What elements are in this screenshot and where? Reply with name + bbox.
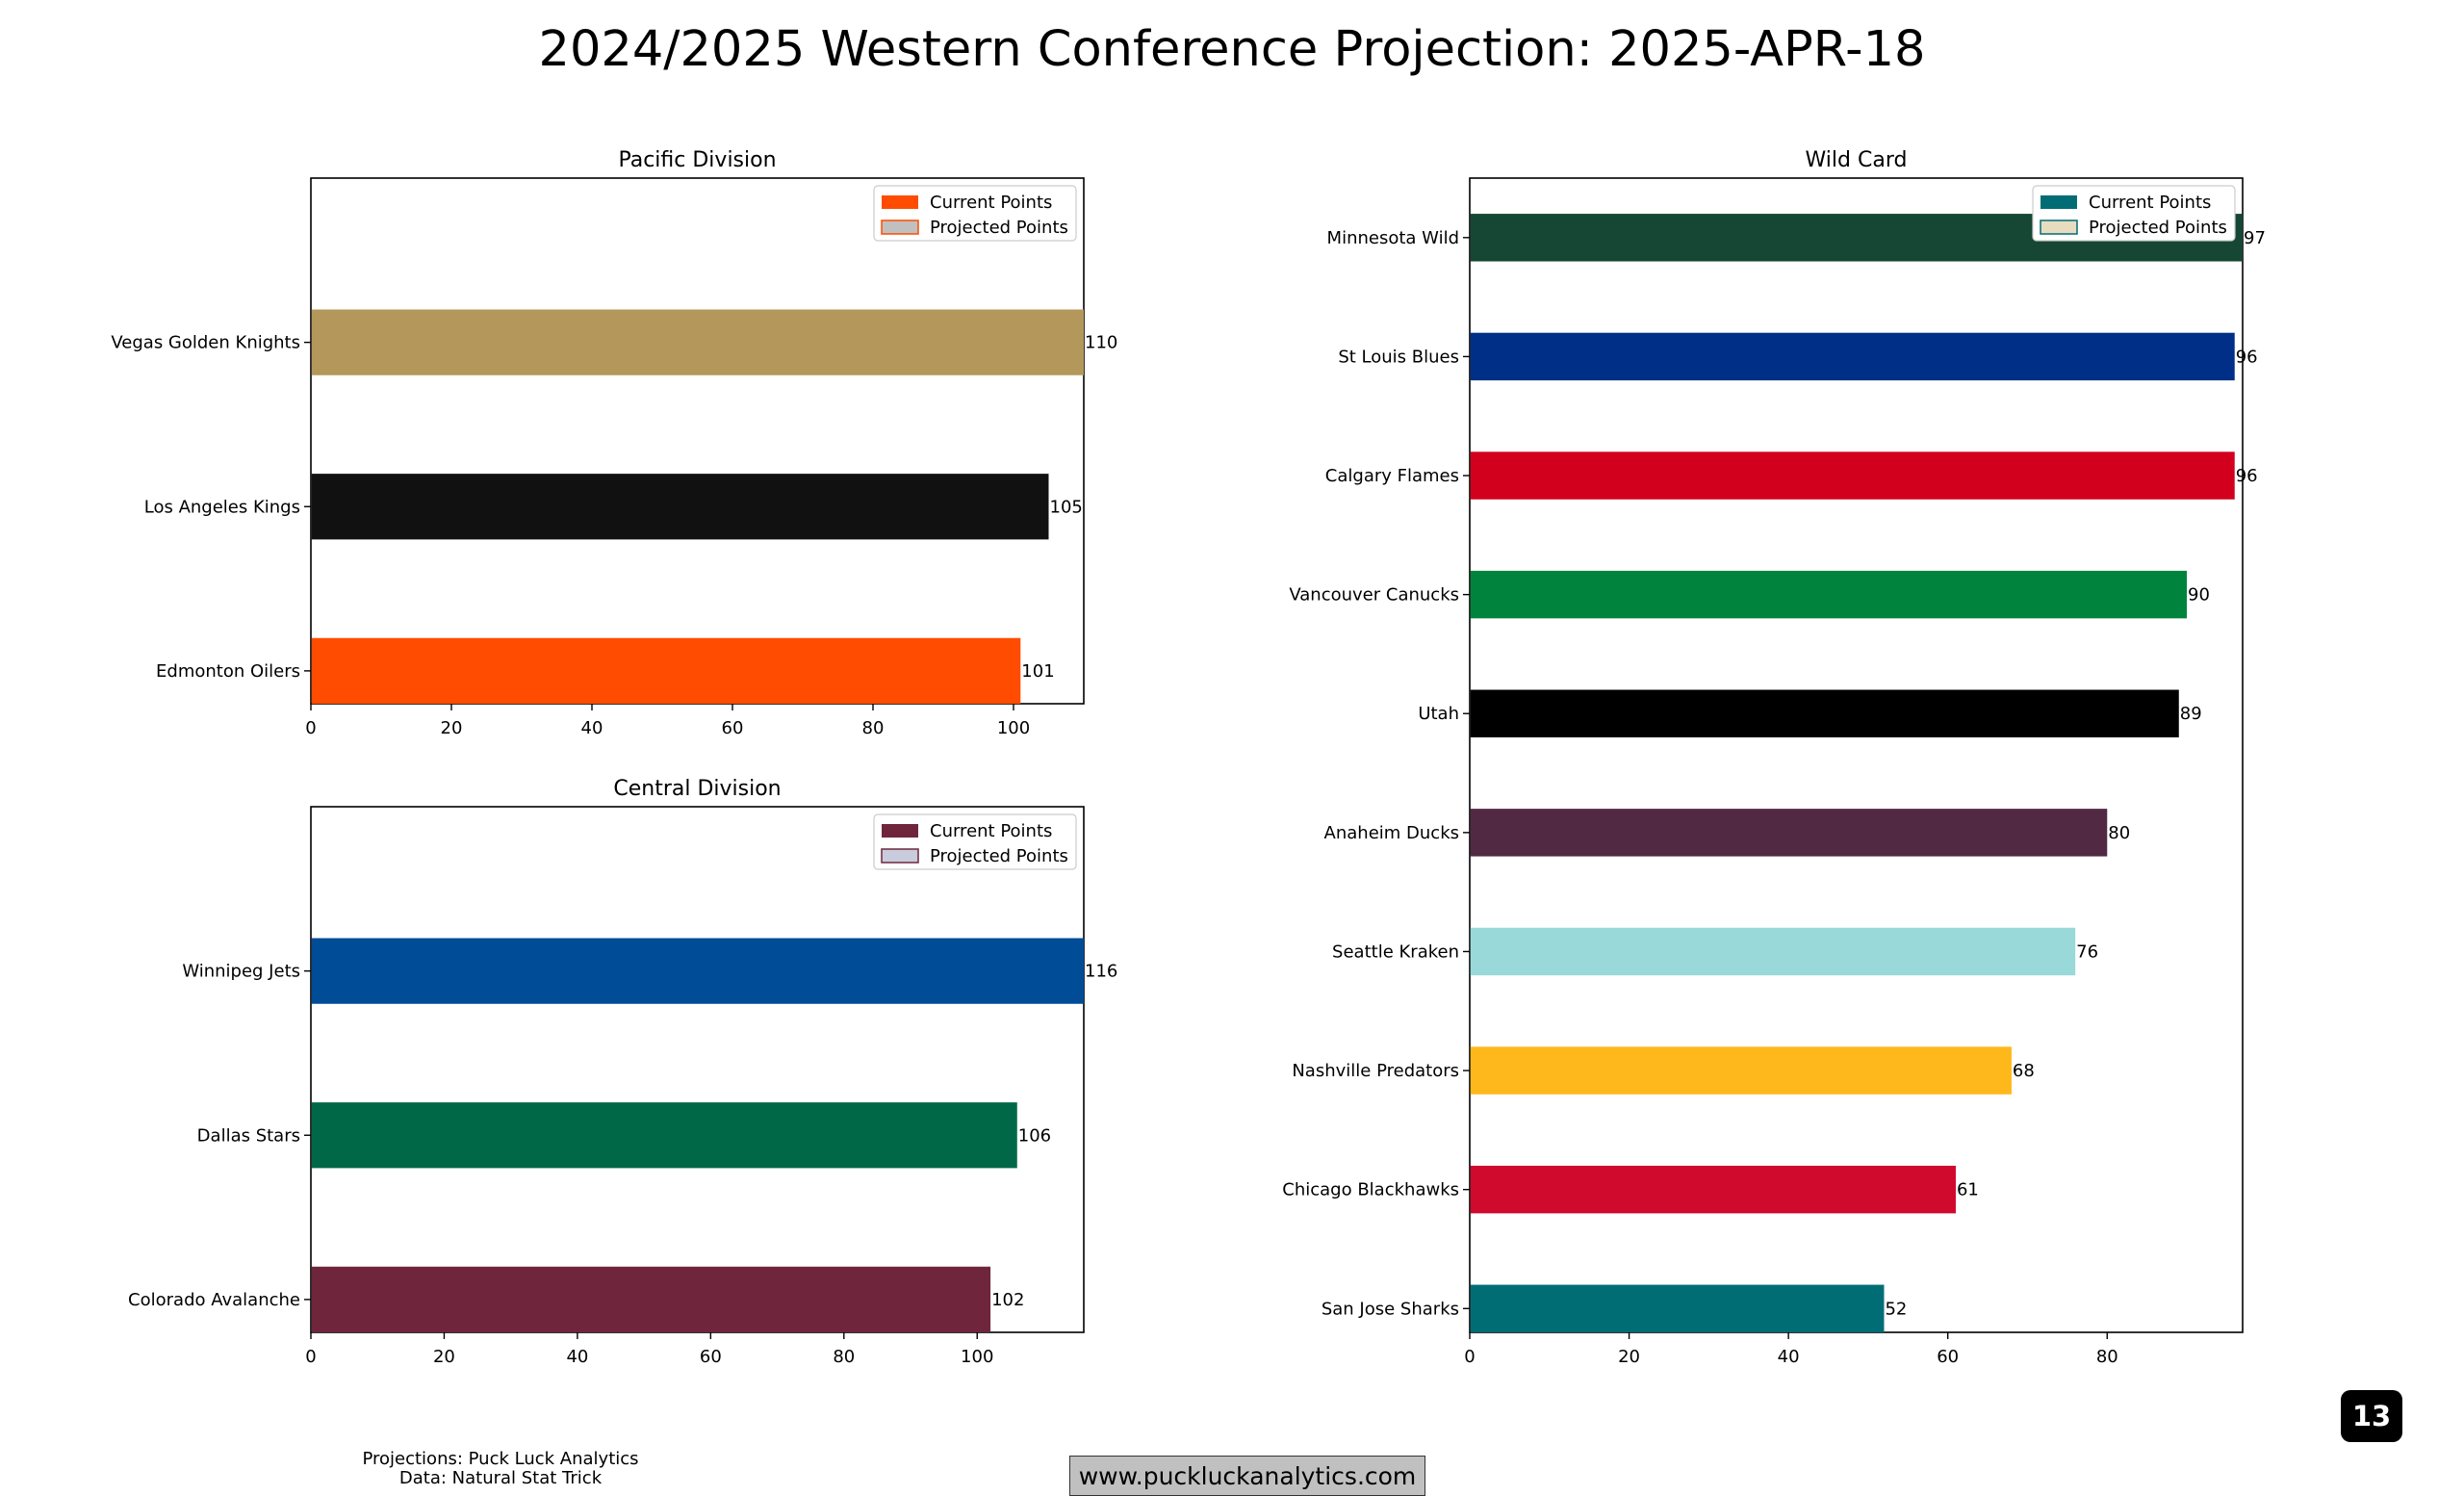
central-ytick-label: Colorado Avalanche bbox=[128, 1290, 300, 1310]
wildcard-ytick-label: Calgary Flames bbox=[1325, 466, 1459, 486]
wildcard-bar-utah bbox=[1470, 689, 2179, 737]
wildcard-data-label: 90 bbox=[2188, 585, 2210, 606]
central-legend-swatch-current bbox=[882, 824, 918, 838]
pacific-xtick-label: 80 bbox=[862, 718, 885, 738]
pacific-legend-label-current: Current Points bbox=[930, 193, 1052, 213]
wildcard-legend-box bbox=[2032, 185, 2236, 242]
wildcard-ytick-label: San Jose Sharks bbox=[1322, 1299, 1459, 1319]
central-legend-box bbox=[873, 813, 1077, 870]
pacific-data-label: 101 bbox=[1021, 661, 1054, 682]
central-data-label: 106 bbox=[1018, 1125, 1051, 1146]
central-data-label: 102 bbox=[991, 1290, 1024, 1310]
central-bar-colorado-avalanche bbox=[311, 1266, 991, 1332]
central-bar-winnipeg-jets bbox=[311, 938, 1084, 1004]
central-xtick-label: 40 bbox=[566, 1347, 588, 1367]
wildcard-legend-label-projected: Projected Points bbox=[2089, 218, 2227, 238]
central-axes-frame bbox=[310, 806, 1085, 1333]
wildcard-bar-anaheim-ducks bbox=[1470, 809, 2108, 857]
pacific-bar-vegas-golden-knights bbox=[311, 309, 1084, 375]
pacific-chart-title: Pacific Division bbox=[618, 148, 776, 172]
central-data-label: 116 bbox=[1085, 962, 1117, 982]
pacific-legend-swatch-current bbox=[882, 195, 918, 209]
pacific-xtick-label: 20 bbox=[441, 718, 463, 738]
pacific-bar-edmonton-oilers bbox=[311, 637, 1021, 704]
central-xtick-label: 100 bbox=[961, 1347, 993, 1367]
central-xtick-label: 80 bbox=[833, 1347, 855, 1367]
pacific-ytick-label: Vegas Golden Knights bbox=[111, 333, 300, 353]
wildcard-chart-title: Wild Card bbox=[1806, 148, 1908, 172]
pacific-xtick-label: 60 bbox=[722, 718, 744, 738]
wildcard-ytick-label: Vancouver Canucks bbox=[1289, 585, 1459, 606]
wildcard-ytick-label: Minnesota Wild bbox=[1327, 228, 1459, 248]
wildcard-xtick-label: 20 bbox=[1618, 1347, 1640, 1367]
pacific-ytick-label: Edmonton Oilers bbox=[156, 661, 300, 682]
wildcard-bar-calgary-flames bbox=[1470, 451, 2235, 500]
central-chart-title: Central Division bbox=[613, 777, 781, 801]
pacific-legend-label-projected: Projected Points bbox=[930, 218, 1068, 238]
wildcard-xtick-label: 60 bbox=[1937, 1347, 1959, 1367]
website-link[interactable]: www.puckluckanalytics.com bbox=[1069, 1456, 1425, 1496]
wildcard-data-label: 68 bbox=[2013, 1061, 2035, 1081]
wildcard-bar-vancouver-canucks bbox=[1470, 570, 2188, 619]
wildcard-data-label: 89 bbox=[2180, 704, 2202, 724]
central-xtick-label: 0 bbox=[305, 1347, 316, 1367]
central-ytick-label: Winnipeg Jets bbox=[182, 962, 300, 982]
wildcard-ytick-label: Utah bbox=[1418, 704, 1459, 724]
central-legend-label-current: Current Points bbox=[930, 821, 1052, 841]
central-xtick-label: 20 bbox=[433, 1347, 455, 1367]
central-ytick-label: Dallas Stars bbox=[197, 1125, 300, 1146]
wildcard-bar-san-jose-sharks bbox=[1470, 1284, 1885, 1332]
central-legend-swatch-projected bbox=[881, 848, 919, 864]
wildcard-xtick-label: 40 bbox=[1778, 1347, 1800, 1367]
pacific-xtick-label: 100 bbox=[997, 718, 1030, 738]
wildcard-ytick-label: St Louis Blues bbox=[1338, 347, 1459, 367]
wildcard-data-label: 97 bbox=[2244, 228, 2266, 248]
wildcard-ytick-label: Nashville Predators bbox=[1292, 1061, 1459, 1081]
source-data: Data: Natural Stat Trick bbox=[398, 1468, 603, 1488]
central-xtick-label: 60 bbox=[700, 1347, 722, 1367]
wildcard-data-label: 61 bbox=[1957, 1180, 1979, 1200]
wildcard-ytick-label: Chicago Blackhawks bbox=[1282, 1180, 1459, 1200]
central-bar-dallas-stars bbox=[311, 1102, 1017, 1169]
pacific-ytick-label: Los Angeles Kings bbox=[144, 497, 300, 517]
wildcard-data-label: 96 bbox=[2236, 347, 2258, 367]
pacific-data-label: 105 bbox=[1050, 497, 1083, 517]
wildcard-xtick-label: 0 bbox=[1464, 1347, 1475, 1367]
wildcard-data-label: 76 bbox=[2076, 941, 2098, 962]
wildcard-bar-chicago-blackhawks bbox=[1470, 1165, 1956, 1214]
source-projections: Projections: Puck Luck Analytics bbox=[362, 1449, 639, 1469]
pacific-legend-swatch-projected bbox=[881, 219, 919, 235]
figure-title: 2024/2025 Western Conference Projection:… bbox=[539, 21, 1926, 78]
pacific-bar-los-angeles-kings bbox=[311, 474, 1049, 540]
wildcard-data-label: 52 bbox=[1885, 1299, 1907, 1319]
pacific-xtick-label: 0 bbox=[305, 718, 316, 738]
pacific-xtick-label: 40 bbox=[581, 718, 603, 738]
wildcard-legend-label-current: Current Points bbox=[2089, 193, 2211, 213]
wildcard-legend-swatch-projected bbox=[2040, 219, 2078, 235]
pacific-legend-box bbox=[873, 185, 1077, 242]
source-note: Projections: Puck Luck Analytics Data: N… bbox=[318, 1450, 683, 1488]
wildcard-xtick-label: 80 bbox=[2096, 1347, 2118, 1367]
central-legend-label-projected: Projected Points bbox=[930, 846, 1068, 866]
wildcard-data-label: 96 bbox=[2236, 466, 2258, 486]
wildcard-bar-nashville-predators bbox=[1470, 1046, 2012, 1095]
wildcard-ytick-label: Seattle Kraken bbox=[1332, 941, 1459, 962]
wildcard-bar-st-louis-blues bbox=[1470, 332, 2235, 381]
wildcard-ytick-label: Anaheim Ducks bbox=[1324, 823, 1459, 843]
page-number-badge: 13 bbox=[2341, 1390, 2402, 1442]
pacific-data-label: 110 bbox=[1085, 333, 1117, 353]
pacific-axes-frame bbox=[310, 177, 1085, 705]
wildcard-data-label: 80 bbox=[2108, 823, 2130, 843]
wildcard-legend-swatch-current bbox=[2040, 195, 2077, 209]
wildcard-bar-seattle-kraken bbox=[1470, 927, 2076, 976]
